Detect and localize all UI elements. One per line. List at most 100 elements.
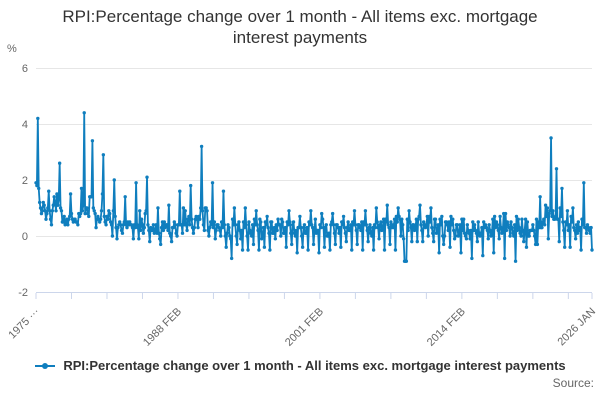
series-point-marker	[411, 223, 416, 227]
series-point-marker	[282, 231, 287, 235]
series-point-marker	[159, 225, 164, 230]
series-point-marker	[439, 223, 443, 227]
series-point-marker	[577, 228, 581, 233]
series-point-marker	[445, 223, 450, 227]
series-point-marker	[491, 217, 495, 221]
series-point-marker	[400, 217, 404, 221]
series-point-marker	[195, 217, 199, 221]
series-point-marker	[83, 211, 87, 216]
series-point-marker	[87, 214, 91, 219]
series-point-marker	[570, 220, 574, 224]
series-point-marker	[525, 220, 530, 224]
series-point-marker	[429, 206, 433, 210]
series-point-marker	[452, 237, 457, 241]
series-point-marker	[335, 223, 339, 227]
series-point-marker	[236, 223, 240, 227]
series-point-marker	[218, 228, 222, 233]
series-point-marker	[512, 234, 516, 238]
legend[interactable]: RPI:Percentage change over 1 month - All…	[0, 358, 600, 373]
series-point-marker	[172, 220, 177, 224]
series-point-marker	[161, 228, 166, 233]
series-line[interactable]	[35, 111, 593, 263]
series-point-marker	[278, 223, 282, 227]
series-point-marker	[275, 228, 279, 233]
series-point-marker	[257, 248, 261, 252]
series-point-marker	[239, 228, 244, 233]
series-point-marker	[358, 225, 362, 230]
series-point-marker	[93, 211, 97, 216]
series-point-marker	[397, 214, 401, 219]
series-point-marker	[431, 231, 435, 235]
series-point-marker	[368, 223, 372, 227]
series-point-marker	[34, 181, 38, 185]
series-point-marker	[118, 220, 122, 224]
series-point-marker	[557, 239, 561, 244]
series-point-marker	[548, 209, 552, 213]
series-point-marker	[46, 206, 50, 210]
series-point-marker	[554, 167, 559, 171]
series-point-marker	[67, 214, 72, 219]
series-point-marker	[280, 217, 284, 221]
series-point-marker	[55, 192, 59, 196]
series-point-marker	[47, 209, 52, 213]
series-point-marker	[543, 203, 548, 207]
series-point-marker	[504, 228, 509, 233]
series-point-marker	[391, 223, 395, 227]
series-point-marker	[204, 206, 208, 210]
series-point-marker	[430, 225, 434, 230]
series-point-marker	[503, 211, 508, 216]
series-point-marker	[585, 223, 590, 227]
series-point-marker	[420, 228, 424, 233]
series-point-marker	[583, 225, 588, 230]
series-point-marker	[566, 228, 571, 233]
series-point-marker	[552, 217, 557, 221]
series-point-marker	[249, 231, 253, 235]
series-point-marker	[35, 183, 39, 188]
series-point-marker	[549, 136, 553, 140]
series-point-marker	[415, 239, 419, 244]
series-point-marker	[130, 225, 135, 230]
series-point-marker	[419, 223, 423, 227]
series-point-marker	[515, 228, 520, 233]
series-point-marker	[464, 237, 469, 241]
series-point-marker	[167, 203, 171, 207]
series-point-marker	[229, 256, 234, 261]
series-point-marker	[280, 220, 285, 224]
series-point-marker	[194, 214, 198, 219]
series-point-marker	[124, 223, 128, 227]
series-point-marker	[442, 234, 447, 238]
series-point-marker	[371, 248, 376, 252]
series-point-marker	[186, 217, 190, 221]
series-point-marker	[140, 223, 145, 227]
series-point-marker	[427, 214, 431, 219]
series-point-marker	[269, 220, 274, 224]
series-point-marker	[431, 239, 436, 244]
series-point-marker	[208, 225, 212, 230]
series-point-marker	[479, 231, 483, 235]
series-point-marker	[381, 225, 385, 230]
series-point-marker	[556, 217, 561, 221]
series-point-marker	[559, 214, 563, 219]
series-point-marker	[131, 237, 136, 241]
series-point-marker	[350, 248, 354, 252]
series-point-marker	[37, 186, 41, 191]
series-point-marker	[378, 223, 382, 227]
series-point-marker	[465, 223, 470, 227]
series-point-marker	[563, 245, 567, 249]
series-point-marker	[57, 197, 61, 202]
series-point-marker	[137, 237, 141, 241]
chart-title: RPI:Percentage change over 1 month - All…	[0, 6, 600, 48]
series-point-marker	[534, 217, 539, 221]
series-point-marker	[98, 220, 102, 224]
series-point-marker	[67, 217, 71, 221]
series-point-marker	[499, 225, 503, 230]
series-point-marker	[448, 245, 452, 249]
series-point-marker	[382, 248, 387, 252]
series-point-marker	[487, 223, 491, 227]
series-point-marker	[374, 206, 379, 210]
series-point-marker	[157, 231, 161, 235]
series-point-marker	[471, 220, 475, 224]
series-point-marker	[205, 209, 209, 213]
series-point-marker	[118, 223, 123, 227]
series-point-marker	[113, 214, 117, 219]
